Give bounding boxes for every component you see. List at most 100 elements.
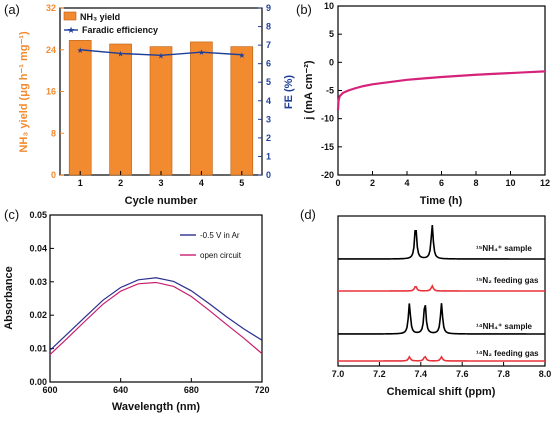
x-tick-label: 12 [540,178,550,188]
panel-d: (d) 7.0 7.2 7.4 7.6 7.8 8.0 ¹⁵NH₄⁺ sample ¹⁵N… [300,207,551,398]
x-tick-label: 3 [158,178,163,188]
x-tick-label: 5 [239,178,244,188]
y-tick-label: -15 [321,142,334,152]
legend-marker-fe: ★ [67,25,75,35]
y-tick-label: 10 [324,1,334,11]
panel-b-plot-frame [337,5,546,176]
panel-d-label: (d) [300,207,316,222]
bar-nh3-yield [190,41,213,176]
panel-d-xlabel: Chemical shift (ppm) [387,386,496,398]
bar-nh3-yield [149,46,173,176]
x-tick-label: 4 [404,178,409,188]
x-tick-label: 680 [184,385,199,395]
fe-point: ★ [77,46,84,55]
nmr-label-14nh4-sample: ¹⁴NH₄⁺ sample [476,322,533,331]
x-tick-label: 640 [113,385,128,395]
nmr-label-15nh4-sample: ¹⁵NH₄⁺ sample [476,244,532,253]
panel-b-current-line [336,70,546,111]
y-right-tick-label: 7 [266,40,271,50]
panel-a: (a) 1 2 3 4 5 0 8 16 24 32 0 1 2 3 4 5 6 7 8 9 ★ ★ ★ ★ ★ NH₃ yi… [4,2,295,207]
fe-point: ★ [238,51,245,60]
panel-a-xlabel: Cycle number [125,195,198,207]
panel-c-label: (c) [4,207,19,222]
y-tick-label: 0.03 [29,277,47,287]
panel-b-label: (b) [296,2,312,17]
panel-a-ylabel-right: FE (%) [283,75,295,110]
x-tick-label: 4 [199,178,204,188]
panel-b-xlabel: Time (h) [420,195,463,207]
bar-nh3-yield [109,43,132,176]
panel-a-fe-points: ★ ★ ★ ★ ★ [77,46,246,61]
y-right-tick-label: 2 [266,133,271,143]
nmr-trace-14nh4-sample [338,303,545,335]
legend-label-nh3-yield: NH₃ yield [80,12,120,22]
panel-a-label: (a) [4,2,20,17]
panel-b-ticks: 0 2 4 6 8 10 12 -20 -15 -10 -5 0 5 10 [321,1,550,188]
y-right-tick-label: 6 [266,59,271,69]
panel-c-xlabel: Wavelength (nm) [112,401,201,413]
nmr-label-14n2-feeding-gas: ¹⁴N₂ feeding gas [476,349,539,358]
x-tick-label: 600 [42,385,57,395]
panel-c-ticks: 600 640 680 720 0.00 0.01 0.02 0.03 0.04 0.05 [29,210,269,395]
panel-b-ylabel: j (mA cm⁻²) [303,60,315,121]
y-tick-label: -5 [326,86,334,96]
y-right-tick-label: 3 [266,114,271,124]
x-tick-label: 2 [118,178,123,188]
y-tick-label: 0 [329,57,334,67]
fe-point: ★ [198,48,205,57]
legend-swatch-nh3-yield [63,11,77,21]
fe-point: ★ [157,51,164,60]
y-right-tick-label: 8 [266,22,271,32]
x-tick-label: 0 [335,178,340,188]
panel-b: (b) 0 2 4 6 8 10 12 -20 -15 -10 -5 0 5 10 Time (h) j … [296,1,550,207]
nmr-trace-15nh4-sample [337,225,545,260]
legend-label-fe: Faradic efficiency [82,25,158,35]
panel-c-ylabel: Absorbance [3,266,15,330]
x-tick-label: 7.4 [415,369,428,379]
x-tick-label: 8.0 [539,369,552,379]
panel-c-plot-frame [49,214,263,383]
x-tick-label: 7.0 [332,369,345,379]
bar-nh3-yield [68,40,92,176]
x-tick-label: 720 [254,385,269,395]
nmr-trace-14n2-feeding-gas [338,355,545,362]
panel-d-ticks: 7.0 7.2 7.4 7.6 7.8 8.0 [332,362,552,379]
x-tick-label: 2 [370,178,375,188]
panel-c-line-ar [49,277,263,351]
legend-label-open-circuit: open circuit [200,251,242,260]
panel-c: (c) 600 640 680 720 0.00 0.01 0.02 0.03 0.04 0.05… [3,207,270,413]
y-left-tick-label: 16 [46,87,56,97]
fe-point: ★ [117,49,124,58]
y-tick-label: 0.01 [29,344,47,354]
panel-a-fe-line [80,49,242,57]
y-right-tick-label: 0 [266,170,271,180]
legend-label-ar: -0.5 V in Ar [200,231,240,240]
panel-a-ylabel-left: NH₃ yield (μg h⁻¹ mg⁻¹) [18,31,30,153]
y-left-tick-label: 32 [46,3,56,13]
y-left-tick-label: 24 [46,45,56,55]
nmr-label-15n2-feeding-gas: ¹⁵N₂ feeding gas [476,276,539,285]
y-tick-label: 0.05 [29,210,47,220]
y-right-tick-label: 9 [266,3,271,13]
x-tick-label: 7.2 [373,369,386,379]
panel-a-bars [68,40,254,176]
bar-nh3-yield [230,46,254,176]
panel-a-ticks: 1 2 3 4 5 0 8 16 24 32 0 1 2 3 4 5 6 7 8 9 [46,3,271,188]
y-left-tick-label: 0 [51,170,56,180]
x-tick-label: 10 [505,178,515,188]
y-tick-label: 5 [329,29,334,39]
y-right-tick-label: 4 [266,96,271,106]
x-tick-label: 8 [473,178,478,188]
y-right-tick-label: 1 [266,151,271,161]
y-tick-label: 0.00 [29,377,47,387]
x-tick-label: 7.8 [497,369,510,379]
x-tick-label: 1 [78,178,83,188]
x-tick-label: 6 [439,178,444,188]
panel-c-line-open-circuit [49,281,263,356]
y-tick-label: 0.02 [29,310,47,320]
nmr-trace-15n2-feeding-gas [338,284,545,292]
y-right-tick-label: 5 [266,77,271,87]
y-tick-label: 0.04 [29,243,47,253]
